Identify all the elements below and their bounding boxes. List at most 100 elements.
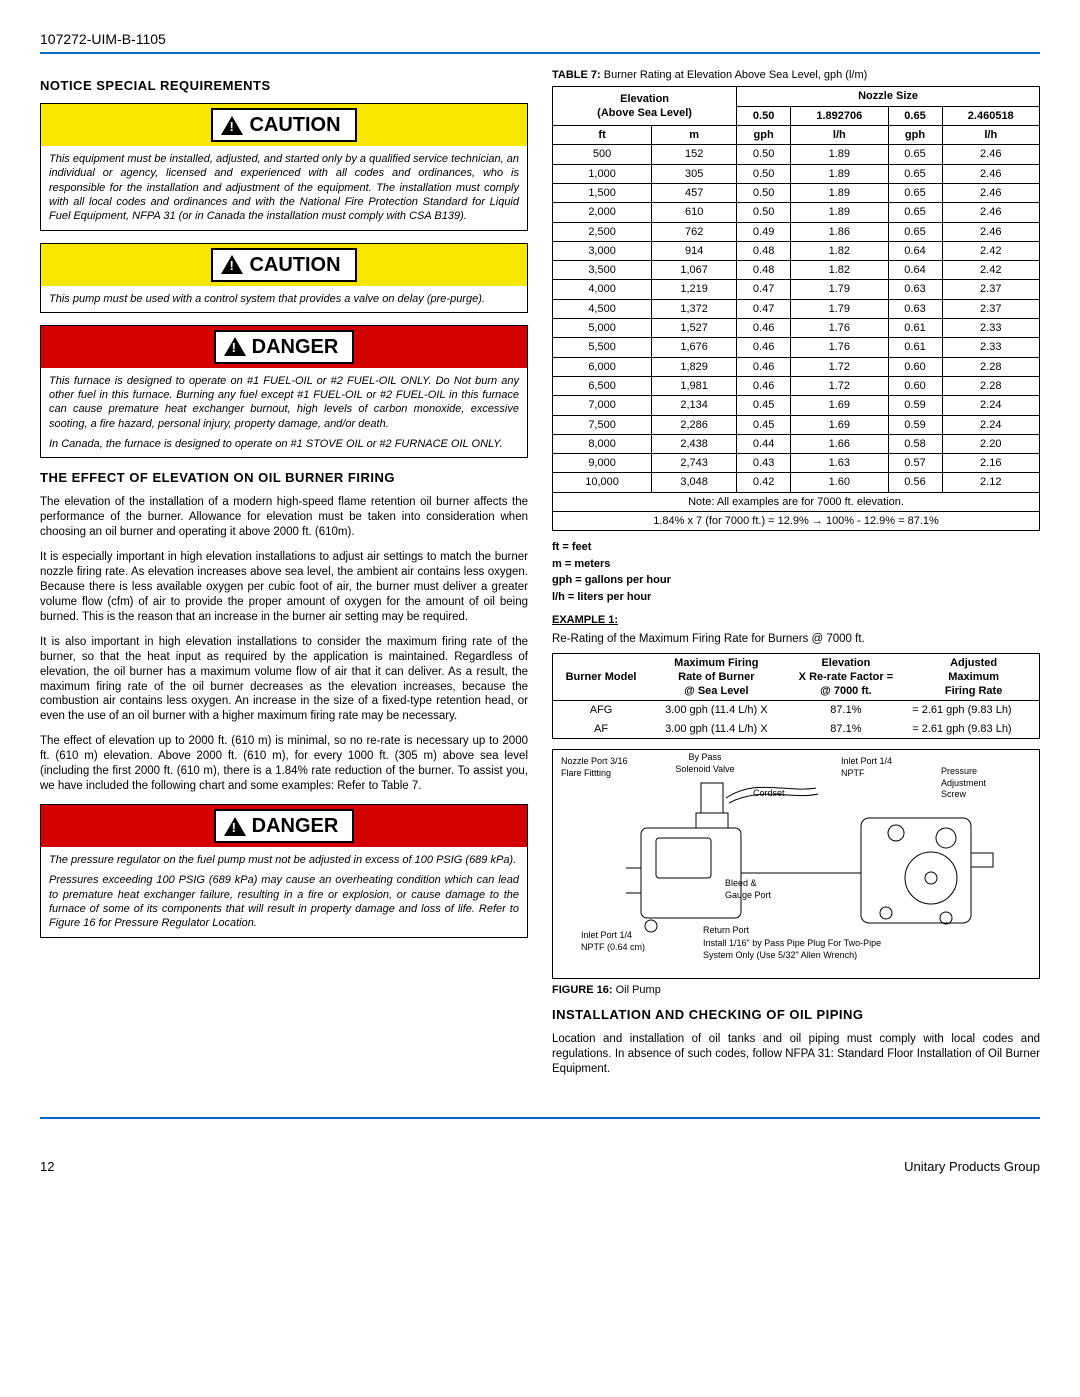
table-cell: 0.61 bbox=[888, 338, 942, 357]
table-cell: 2,743 bbox=[652, 454, 737, 473]
warning-icon bbox=[224, 337, 246, 356]
table-cell: 1.66 bbox=[791, 434, 888, 453]
table-cell: 2,000 bbox=[553, 203, 652, 222]
table-cell: 0.46 bbox=[737, 357, 791, 376]
table-cell: 1.89 bbox=[791, 164, 888, 183]
label-nozzle-port: Nozzle Port 3/16 Flare Fittting bbox=[561, 756, 631, 779]
warning-icon bbox=[224, 817, 246, 836]
table-row: 5001520.501.890.652.46 bbox=[553, 145, 1040, 164]
table-cell: 0.58 bbox=[888, 434, 942, 453]
table7-note1: Note: All examples are for 7000 ft. elev… bbox=[553, 492, 1040, 511]
table-cell: 1.86 bbox=[791, 222, 888, 241]
table-cell: 1.76 bbox=[791, 338, 888, 357]
table-cell: 2.46 bbox=[942, 145, 1040, 164]
table-cell: 9,000 bbox=[553, 454, 652, 473]
table-cell: 2.46 bbox=[942, 222, 1040, 241]
danger-2b-text: Pressures exceeding 100 PSIG (689 kPa) m… bbox=[49, 873, 519, 930]
table-cell: 0.46 bbox=[737, 319, 791, 338]
table-cell: 0.65 bbox=[888, 203, 942, 222]
table7-unit: l/h bbox=[942, 126, 1040, 145]
table-cell: 0.60 bbox=[888, 357, 942, 376]
table-cell: 0.56 bbox=[888, 473, 942, 492]
table-cell: 0.59 bbox=[888, 396, 942, 415]
table-cell: 7,000 bbox=[553, 396, 652, 415]
table-cell: 0.61 bbox=[888, 319, 942, 338]
table7-nozzle-col: 1.892706 bbox=[791, 106, 888, 125]
heading-install: INSTALLATION AND CHECKING OF OIL PIPING bbox=[552, 1007, 1040, 1024]
heading-elevation: THE EFFECT OF ELEVATION ON OIL BURNER FI… bbox=[40, 470, 528, 487]
caution-2-text: This pump must be used with a control sy… bbox=[49, 292, 519, 306]
table-cell: 1.82 bbox=[791, 241, 888, 260]
caution-1-text: This equipment must be installed, adjust… bbox=[49, 152, 519, 223]
table-cell: 1.89 bbox=[791, 183, 888, 202]
table-cell: 1.89 bbox=[791, 203, 888, 222]
table-cell: 6,000 bbox=[553, 357, 652, 376]
danger-header: DANGER bbox=[41, 805, 527, 847]
table-cell: 1.76 bbox=[791, 319, 888, 338]
table-cell: 0.48 bbox=[737, 241, 791, 260]
table-cell: 1,676 bbox=[652, 338, 737, 357]
table-cell: 3.00 gph (11.4 L/h) X bbox=[649, 720, 783, 739]
table-cell: 0.50 bbox=[737, 164, 791, 183]
table-row: 10,0003,0480.421.600.562.12 bbox=[553, 473, 1040, 492]
table-cell: 0.65 bbox=[888, 164, 942, 183]
table-cell: 0.50 bbox=[737, 145, 791, 164]
label-bleed: Bleed & Gauge Port bbox=[725, 878, 785, 901]
para-3: It is also important in high elevation i… bbox=[40, 635, 528, 725]
table-cell: 3,500 bbox=[553, 261, 652, 280]
table-row: 5,5001,6760.461.760.612.33 bbox=[553, 338, 1040, 357]
caution-box-1: CAUTION This equipment must be installed… bbox=[40, 103, 528, 230]
caution-label: CAUTION bbox=[249, 112, 340, 138]
table-cell: 1,981 bbox=[652, 376, 737, 395]
danger-label: DANGER bbox=[252, 813, 339, 839]
table-cell: 3,048 bbox=[652, 473, 737, 492]
table-cell: 2.33 bbox=[942, 338, 1040, 357]
label-inlet-top: Inlet Port 1/4 NPTF bbox=[841, 756, 901, 779]
table-cell: 0.64 bbox=[888, 261, 942, 280]
table7-unit: m bbox=[652, 126, 737, 145]
table-cell: 0.46 bbox=[737, 376, 791, 395]
caution-header: CAUTION bbox=[41, 244, 527, 286]
th-nozzle: Nozzle Size bbox=[737, 87, 1040, 106]
table-cell: 1.63 bbox=[791, 454, 888, 473]
table-cell: 0.47 bbox=[737, 299, 791, 318]
caution-header: CAUTION bbox=[41, 104, 527, 146]
table-cell: 0.63 bbox=[888, 299, 942, 318]
table-cell: 0.63 bbox=[888, 280, 942, 299]
table7-note2: 1.84% x 7 (for 7000 ft.) = 12.9% → 100% … bbox=[553, 512, 1040, 531]
table-cell: 2.28 bbox=[942, 357, 1040, 376]
table-cell: 152 bbox=[652, 145, 737, 164]
para-install: Location and installation of oil tanks a… bbox=[552, 1032, 1040, 1077]
label-inlet-bot: Inlet Port 1/4 NPTF (0.64 cm) bbox=[581, 930, 651, 953]
table-row: 1,5004570.501.890.652.46 bbox=[553, 183, 1040, 202]
table-cell: 2.37 bbox=[942, 280, 1040, 299]
table-cell: 914 bbox=[652, 241, 737, 260]
table-cell: 2.42 bbox=[942, 261, 1040, 280]
table-cell: 2,134 bbox=[652, 396, 737, 415]
units-legend: ft = feet m = meters gph = gallons per h… bbox=[552, 539, 1040, 605]
table-cell: 1.69 bbox=[791, 415, 888, 434]
table-cell: 2,438 bbox=[652, 434, 737, 453]
table7-nozzle-col: 0.50 bbox=[737, 106, 791, 125]
table-cell: 2.46 bbox=[942, 203, 1040, 222]
table-cell: 0.46 bbox=[737, 338, 791, 357]
table7-unit: ft bbox=[553, 126, 652, 145]
table-row: 1,0003050.501.890.652.46 bbox=[553, 164, 1040, 183]
table-cell: 1,067 bbox=[652, 261, 737, 280]
th-factor: ElevationX Re-rate Factor =@ 7000 ft. bbox=[784, 653, 909, 701]
table-row: 2,0006100.501.890.652.46 bbox=[553, 203, 1040, 222]
table-cell: 2.33 bbox=[942, 319, 1040, 338]
caution-box-2: CAUTION This pump must be used with a co… bbox=[40, 243, 528, 313]
table-row: 2,5007620.491.860.652.46 bbox=[553, 222, 1040, 241]
table-row: 3,0009140.481.820.642.42 bbox=[553, 241, 1040, 260]
table-cell: 0.44 bbox=[737, 434, 791, 453]
danger-1b-text: In Canada, the furnace is designed to op… bbox=[49, 437, 519, 451]
table-cell: 1.72 bbox=[791, 376, 888, 395]
danger-box-2: DANGER The pressure regulator on the fue… bbox=[40, 804, 528, 937]
table-cell: 0.65 bbox=[888, 183, 942, 202]
table-cell: 0.47 bbox=[737, 280, 791, 299]
table-cell: 1.79 bbox=[791, 280, 888, 299]
danger-1a-text: This furnace is designed to operate on #… bbox=[49, 374, 519, 431]
table-7: Elevation(Above Sea Level) Nozzle Size 0… bbox=[552, 86, 1040, 531]
table-cell: 0.60 bbox=[888, 376, 942, 395]
